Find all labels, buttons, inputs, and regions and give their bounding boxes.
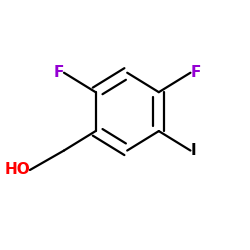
Text: F: F xyxy=(190,65,201,80)
Text: HO: HO xyxy=(4,162,30,178)
Text: I: I xyxy=(190,143,196,158)
Text: F: F xyxy=(54,65,64,80)
